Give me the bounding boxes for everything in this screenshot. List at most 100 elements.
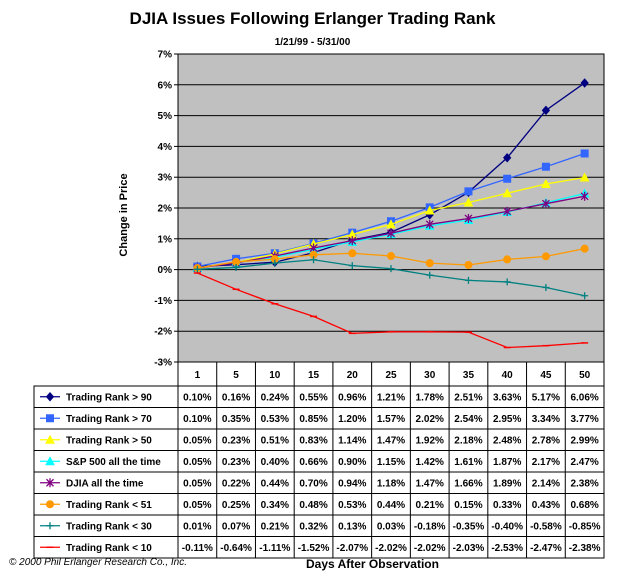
table-cell-value: 0.94% (338, 478, 366, 489)
data-point-trading-rank-90 (580, 78, 589, 88)
data-point-trading-rank-90 (541, 105, 551, 116)
table-cell-value: -0.64% (220, 543, 252, 554)
data-point-trading-rank-70 (541, 162, 550, 171)
table-cell-value: 1.18% (377, 478, 405, 489)
data-point-trading-rank-30 (387, 265, 395, 273)
table-cell-value: 2.38% (570, 478, 598, 489)
legend-label-trading-rank-50: Trading Rank > 50 (66, 435, 152, 446)
table-cell-value: -0.58% (530, 521, 562, 532)
data-point-djia-all-the-time (541, 199, 550, 209)
table-cell-value: 1.42% (416, 457, 444, 468)
table-cell-value: 1.87% (493, 457, 521, 468)
y-tick-label: 4% (158, 142, 173, 153)
table-cell-value: -2.07% (336, 543, 368, 554)
data-point-trading-rank-70 (503, 174, 512, 183)
table-cell-value: 0.51% (261, 435, 289, 446)
legend-label-s-p-500-all-the-time: S&P 500 all the time (66, 457, 161, 468)
y-axis-label: Change in Price (118, 173, 130, 256)
legend-marker-djia-all-the-time (46, 478, 54, 488)
x-tick-label: 10 (269, 370, 281, 381)
data-point-trading-rank-51 (541, 252, 550, 261)
x-tick-label: 5 (233, 370, 239, 381)
table-cell-value: -0.35% (453, 521, 485, 532)
table-cell-value: 1.20% (338, 414, 366, 425)
table-cell-value: 1.57% (377, 414, 405, 425)
data-point-djia-all-the-time (464, 213, 473, 223)
y-tick-label: 2% (158, 204, 173, 215)
data-point-trading-rank-70 (464, 187, 473, 196)
data-point-trading-rank-51 (503, 255, 512, 264)
data-point-trading-rank-30 (310, 256, 318, 264)
table-cell-value: 2.02% (416, 414, 444, 425)
table-cell-value: 0.05% (183, 435, 211, 446)
table-cell-value: 0.44% (377, 500, 405, 511)
table-cell-value: -2.02% (414, 543, 446, 554)
data-point-trading-rank-51 (387, 252, 395, 261)
table-cell-value: 1.92% (416, 435, 444, 446)
table-cell-value: 0.53% (338, 500, 366, 511)
x-tick-label: 45 (540, 370, 552, 381)
table-cell-value: 0.40% (261, 457, 289, 468)
table-cell-value: 2.99% (570, 435, 598, 446)
table-cell-value: -0.11% (182, 543, 213, 554)
table-cell-value: 0.03% (377, 521, 405, 532)
table-cell-value: 0.10% (183, 392, 211, 403)
legend-marker-trading-rank-50 (45, 434, 55, 444)
data-point-trading-rank-51 (425, 259, 434, 268)
table-cell-value: 0.21% (261, 521, 289, 532)
data-point-trading-rank-30 (348, 262, 356, 270)
chart-subtitle: 1/21/99 - 5/31/00 (274, 37, 351, 48)
table-cell-value: 2.51% (454, 392, 482, 403)
table-cell-value: 0.15% (454, 500, 482, 511)
y-tick-label: -1% (154, 296, 172, 307)
data-point-trading-rank-90 (503, 153, 512, 163)
data-point-djia-all-the-time (580, 191, 589, 201)
data-point-trading-rank-30 (193, 265, 201, 273)
data-point-trading-rank-70 (580, 149, 589, 158)
table-cell-value: 0.68% (570, 500, 598, 511)
table-cell-value: 1.21% (377, 392, 405, 403)
table-cell-value: 0.83% (299, 435, 327, 446)
table-cell-value: 1.61% (454, 457, 482, 468)
table-cell-value: 0.13% (338, 521, 366, 532)
table-cell-value: -2.02% (375, 543, 407, 554)
y-tick-label: -2% (154, 327, 172, 338)
table-cell-value: 0.66% (299, 457, 327, 468)
data-point-trading-rank-51 (580, 244, 589, 253)
legend-label-trading-rank-30: Trading Rank < 30 (66, 521, 152, 532)
data-point-trading-rank-30 (464, 276, 472, 284)
table-cell-value: 3.34% (532, 414, 560, 425)
chart-title: DJIA Issues Following Erlanger Trading R… (129, 9, 496, 28)
table-cell-value: 0.10% (183, 414, 211, 425)
table-cell-value: -0.40% (491, 521, 523, 532)
table-cell-value: 0.07% (222, 521, 250, 532)
table-cell-value: 0.16% (222, 392, 250, 403)
legend-marker-trading-rank-30 (46, 522, 54, 530)
table-cell-value: 0.22% (222, 478, 250, 489)
data-point-trading-rank-30 (542, 283, 550, 291)
legend-marker-trading-rank-70 (46, 414, 54, 423)
table-cell-value: 0.05% (183, 478, 211, 489)
table-cell-value: 1.89% (493, 478, 521, 489)
table-cell-value: 0.96% (338, 392, 366, 403)
table-cell-value: 0.44% (261, 478, 289, 489)
table-cell-value: 2.48% (493, 435, 521, 446)
table-cell-value: 0.43% (532, 500, 560, 511)
x-tick-label: 40 (502, 370, 514, 381)
data-point-djia-all-the-time (503, 206, 512, 216)
table-cell-value: -2.53% (491, 543, 523, 554)
y-axis-ticks: -3% -2% -1% 0% 1% 2% 3% 4% 5% 6% 7% (154, 50, 178, 369)
plot-area (177, 53, 605, 363)
x-tick-label: 35 (463, 370, 475, 381)
table-cell-value: 1.47% (377, 435, 405, 446)
x-tick-label: 25 (385, 370, 397, 381)
data-point-trading-rank-50 (579, 172, 590, 182)
table-cell-value: -2.38% (569, 543, 601, 554)
table-cell-value: 2.17% (532, 457, 560, 468)
table-cell-value: 1.66% (454, 478, 482, 489)
y-tick-label: 7% (158, 50, 173, 61)
data-point-trading-rank-50 (463, 197, 474, 207)
table-cell-value: 0.55% (299, 392, 327, 403)
table-cell-value: 1.47% (416, 478, 444, 489)
